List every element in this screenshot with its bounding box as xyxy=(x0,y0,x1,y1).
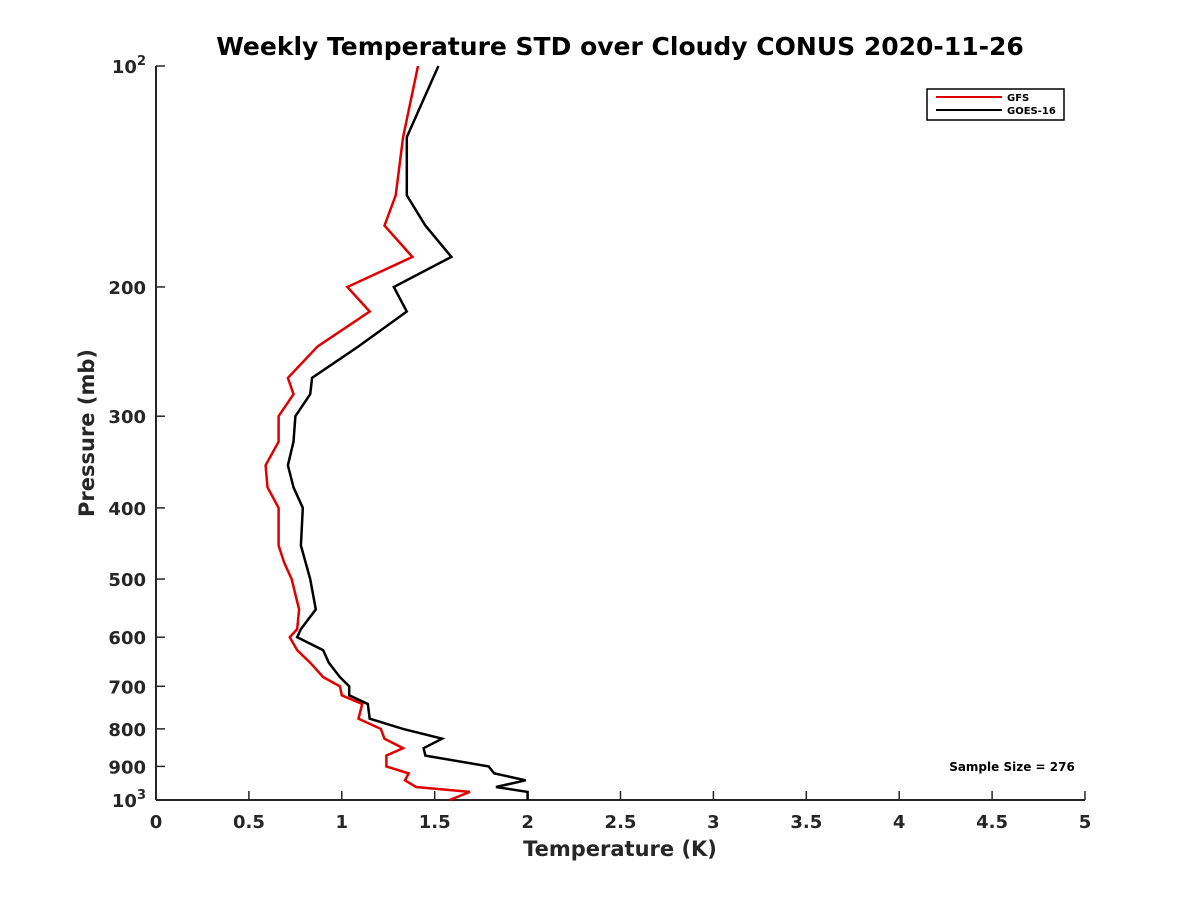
chart-title: Weekly Temperature STD over Cloudy CONUS… xyxy=(216,32,1024,61)
legend-label-goes16: GOES-16 xyxy=(1007,106,1056,117)
y-tick-label: 700 xyxy=(108,677,146,698)
y-tick-label: 800 xyxy=(108,720,146,741)
x-ticks: 0 0.5 1 1.5 2 2.5 3 3.5 4 4.5 5 xyxy=(150,791,1092,833)
y-tick-label: 102 xyxy=(112,54,146,78)
x-tick-label: 0 xyxy=(150,812,163,833)
y-tick-label: 500 xyxy=(108,570,146,591)
x-tick-label: 1.5 xyxy=(419,812,451,833)
y-tick-label: 300 xyxy=(108,407,146,428)
x-tick-label: 3 xyxy=(707,812,720,833)
x-tick-label: 4.5 xyxy=(976,812,1008,833)
y-axis-label: Pressure (mb) xyxy=(75,349,99,517)
y-tick-label: 900 xyxy=(108,757,146,778)
sample-size-annotation: Sample Size = 276 xyxy=(949,760,1075,774)
x-tick-label: 2 xyxy=(521,812,534,833)
legend-box xyxy=(926,88,1065,121)
legend-label-gfs: GFS xyxy=(1007,93,1029,104)
x-tick-label: 3.5 xyxy=(790,812,822,833)
x-tick-label: 5 xyxy=(1079,812,1092,833)
x-tick-label: 0.5 xyxy=(233,812,265,833)
x-tick-label: 1 xyxy=(336,812,349,833)
legend: GFS GOES-16 xyxy=(926,88,1065,121)
x-tick-label: 4 xyxy=(893,812,906,833)
y-ticks: 102 200 300 400 500 600 700 800 900 103 xyxy=(108,54,165,812)
x-tick-label: 2.5 xyxy=(605,812,637,833)
y-tick-label: 400 xyxy=(108,499,146,520)
x-axis-label: Temperature (K) xyxy=(523,837,717,861)
series-line-gfs xyxy=(264,65,471,802)
y-tick-label: 600 xyxy=(108,628,146,649)
y-tick-label: 103 xyxy=(112,788,146,812)
y-tick-label: 200 xyxy=(108,278,146,299)
series-lines xyxy=(264,65,529,802)
series-line-goes16 xyxy=(286,65,529,800)
